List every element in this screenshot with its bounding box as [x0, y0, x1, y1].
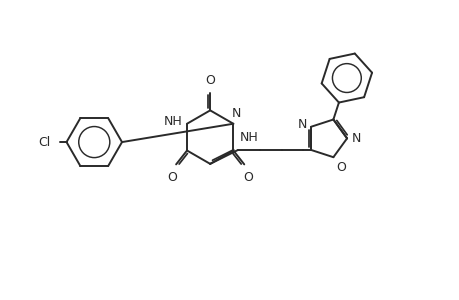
- Text: O: O: [243, 171, 252, 184]
- Text: NH: NH: [163, 115, 182, 128]
- Text: N: N: [351, 132, 361, 145]
- Text: N: N: [231, 107, 241, 120]
- Text: NH: NH: [239, 131, 257, 144]
- Text: O: O: [205, 74, 215, 87]
- Text: N: N: [297, 118, 307, 131]
- Text: Cl: Cl: [39, 136, 50, 148]
- Text: O: O: [167, 171, 177, 184]
- Text: O: O: [336, 161, 346, 174]
